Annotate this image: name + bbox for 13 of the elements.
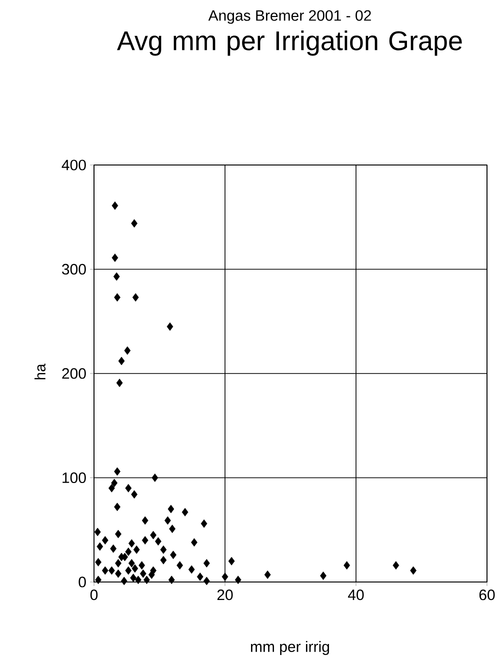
chart-subtitle: Angas Bremer 2001 - 02 (208, 10, 371, 24)
x-tick-label: 20 (217, 590, 233, 600)
x-tick-label: 40 (348, 590, 364, 600)
x-tick-label: 0 (90, 590, 98, 600)
x-tick-label: 60 (479, 590, 495, 600)
y-tick-label: 100 (62, 472, 86, 484)
chart-title: Avg mm per Irrigation Grape (116, 30, 462, 56)
y-axis-title: ha (34, 364, 46, 380)
y-tick-label: 0 (78, 576, 86, 588)
y-tick-label: 300 (62, 264, 86, 275)
y-tick-label: 200 (62, 368, 86, 379)
x-axis-title: mm per irrig (250, 641, 330, 655)
y-tick-label: 400 (62, 160, 86, 170)
